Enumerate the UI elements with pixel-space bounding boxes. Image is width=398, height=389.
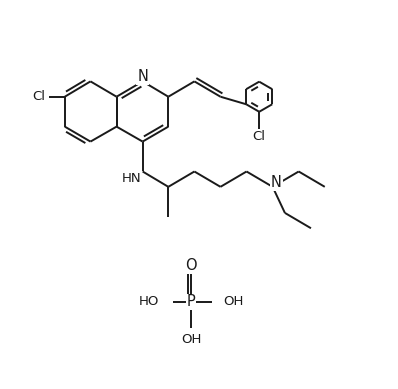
Text: O: O	[185, 258, 197, 273]
Text: HO: HO	[139, 295, 160, 308]
Text: Cl: Cl	[253, 130, 266, 143]
Text: OH: OH	[223, 295, 244, 308]
Text: HN: HN	[121, 172, 141, 185]
Text: N: N	[271, 175, 282, 191]
Text: P: P	[187, 294, 196, 309]
Text: OH: OH	[181, 333, 201, 346]
Text: N: N	[137, 69, 148, 84]
Text: Cl: Cl	[33, 90, 46, 103]
